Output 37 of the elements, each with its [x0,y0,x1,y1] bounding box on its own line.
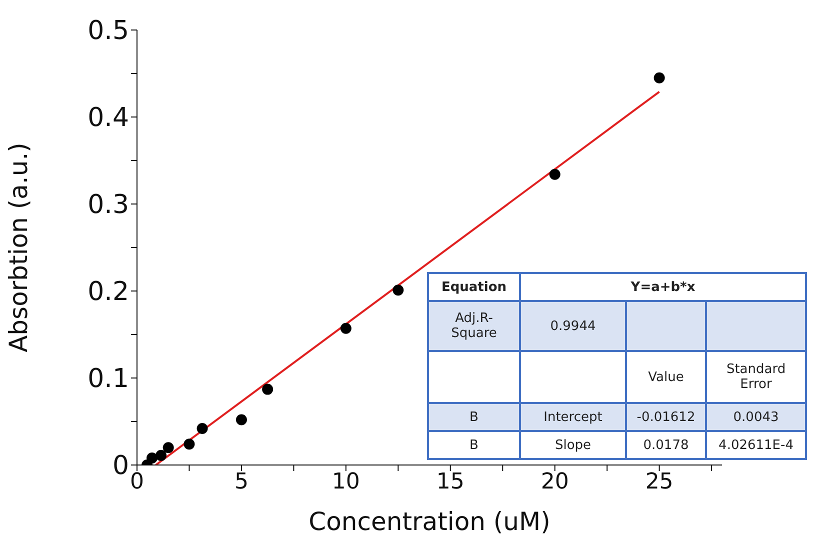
y-tick-label: 0.5 [88,16,129,46]
annotation: 0.0178 [626,431,706,459]
point [236,414,247,426]
point [549,168,560,180]
annotation: Intercept [520,403,626,431]
annotation: 4.02611E-4 [706,431,806,459]
y-tick-label: 0.4 [88,103,129,134]
y-tick-label: 0.1 [88,364,129,394]
annotation: Value [626,351,706,403]
point [162,442,174,454]
annotation: B [428,403,520,431]
annotation: Slope [520,431,626,459]
annotation: Equation [428,273,520,301]
point [196,422,208,434]
x-tick-label: 15 [436,470,464,495]
x-axis-title: Concentration (uM) [308,507,550,536]
text: 0.0043 [733,410,779,424]
point [262,384,274,395]
text: Standard Error [726,362,786,392]
point [184,438,195,450]
annotation: Adj.R-Square [428,301,520,351]
point [156,450,167,461]
annotation: 0.9944 [520,301,626,351]
point [392,284,404,296]
point [146,452,158,464]
annotation: -0.01612 [626,403,706,431]
x-tick-label: 10 [332,470,360,495]
y-tick-label: 0.2 [88,277,129,308]
annotation: B [428,431,520,459]
x-tick-label: 5 [234,470,248,495]
x-tick-label: 20 [540,470,569,495]
x-tick-label: 25 [645,470,674,495]
y-tick-label: 0.3 [88,190,129,220]
point [340,322,352,334]
point [654,72,665,84]
y-axis-title: Absorbtion (a.u.) [4,142,33,352]
annotation: Y=a+b*x [520,273,806,301]
